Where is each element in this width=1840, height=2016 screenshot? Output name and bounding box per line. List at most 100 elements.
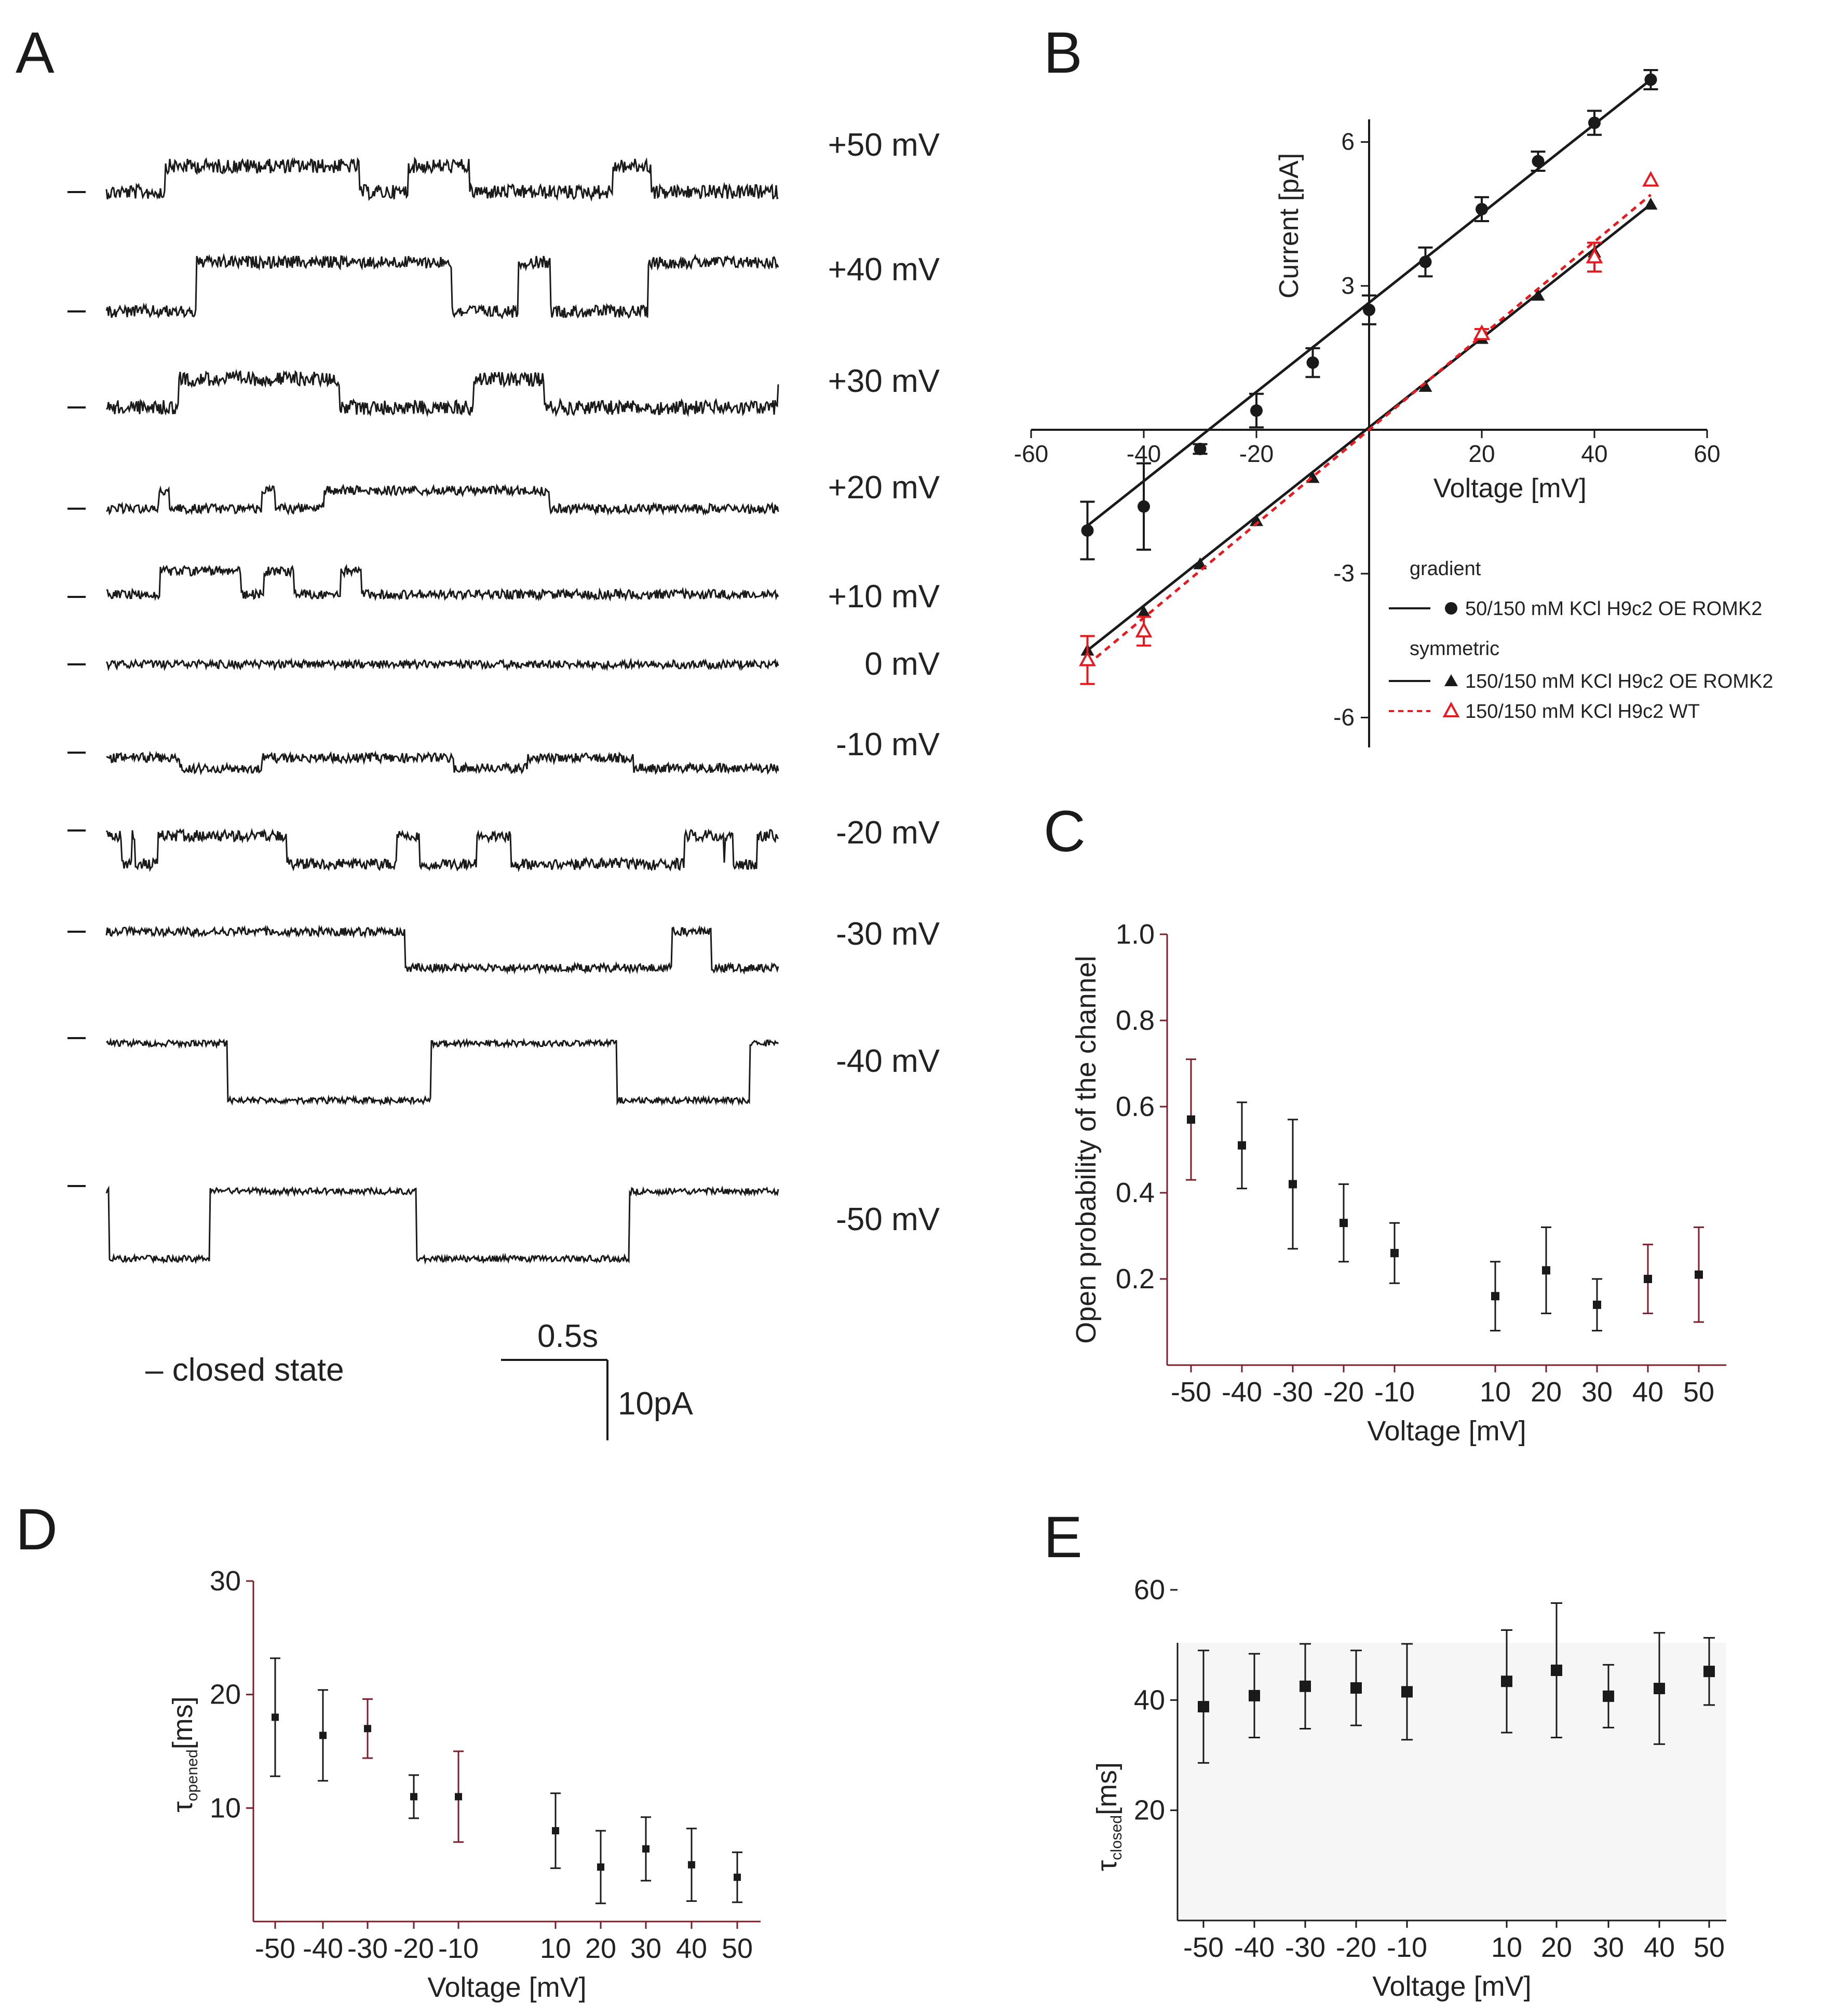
data-point bbox=[597, 1863, 604, 1871]
x-tick-label: 20 bbox=[1468, 440, 1495, 467]
trace-line bbox=[105, 657, 779, 672]
plot-background bbox=[1178, 1643, 1726, 1920]
data-point bbox=[1081, 524, 1094, 537]
data-point bbox=[1194, 442, 1207, 455]
data-point bbox=[1238, 1141, 1246, 1150]
panel-letter-d: D bbox=[16, 1497, 58, 1562]
x-tick-label: 40 bbox=[1644, 1932, 1675, 1963]
trace-group bbox=[67, 156, 779, 1265]
x-tick-label: 50 bbox=[1694, 1932, 1725, 1963]
x-tick-label: 40 bbox=[1581, 440, 1607, 467]
trace-line bbox=[105, 827, 779, 873]
panel-letter-e: E bbox=[1044, 1505, 1083, 1570]
data-point bbox=[1289, 1180, 1297, 1189]
data-point bbox=[1390, 1249, 1399, 1258]
data-point bbox=[1193, 557, 1207, 569]
y-tick-label: 0.6 bbox=[1116, 1091, 1155, 1122]
x-tick-label: 40 bbox=[676, 1933, 707, 1964]
y-tick-label: 40 bbox=[1134, 1684, 1165, 1715]
y-tick-label: 0.2 bbox=[1116, 1263, 1155, 1295]
panel-c-open-probability-chart: 0.2 0.4 0.6 0.8 1.0 -50 -40 -30 -20 -10 10 20 30 40 50… bbox=[1071, 919, 1726, 1447]
x-tick-label: -40 bbox=[1222, 1377, 1262, 1408]
data-point bbox=[410, 1793, 417, 1801]
x-tick-label: 20 bbox=[585, 1933, 616, 1964]
panel-a-traces: +50 mV +40 mV +30 mV +20 mV +10 mV 0 mV -10 mV… bbox=[67, 127, 940, 1440]
y-axis-title-symbol: τ bbox=[1091, 1860, 1122, 1871]
trace-line bbox=[105, 1185, 779, 1265]
data-point bbox=[1593, 1300, 1601, 1309]
x-tick-label: -50 bbox=[255, 1933, 295, 1964]
data-point bbox=[319, 1732, 327, 1739]
y-tick-label: 20 bbox=[1134, 1795, 1165, 1826]
y-axis-title-subscript: closed bbox=[1108, 1815, 1125, 1860]
y-axis-title: τclosed[ms] bbox=[1091, 1762, 1125, 1871]
data-point bbox=[1603, 1690, 1614, 1702]
x-tick-label: -50 bbox=[1183, 1932, 1224, 1963]
scale-current-label: 10pA bbox=[618, 1386, 693, 1422]
data-point bbox=[1249, 1690, 1260, 1701]
x-tick-label: 20 bbox=[1531, 1377, 1562, 1408]
legend-label: 150/150 mM KCl H9c2 WT bbox=[1465, 701, 1700, 723]
data-point bbox=[1644, 73, 1657, 86]
data-point bbox=[1542, 1266, 1550, 1275]
y-tick-label: -6 bbox=[1333, 703, 1355, 730]
data-point bbox=[1138, 500, 1150, 513]
data-point bbox=[1531, 289, 1545, 301]
data-point bbox=[1079, 650, 1096, 666]
data-point bbox=[1644, 197, 1658, 210]
data-point bbox=[1586, 248, 1603, 264]
trace-voltage-label: -20 mV bbox=[836, 815, 940, 851]
data-point bbox=[642, 1845, 650, 1853]
scale-time-label: 0.5s bbox=[537, 1318, 598, 1354]
data-point bbox=[552, 1827, 559, 1835]
y-axis-title-unit: [ms] bbox=[167, 1696, 198, 1749]
y-tick-label: 6 bbox=[1341, 128, 1355, 155]
data-point bbox=[1491, 1292, 1499, 1301]
y-axis-title: Current [pA] bbox=[1274, 153, 1304, 298]
y-axis-title-symbol: τ bbox=[167, 1801, 198, 1812]
x-tick-label: -40 bbox=[303, 1933, 343, 1964]
x-tick-label: -60 bbox=[1014, 440, 1048, 467]
panel-d-tau-opened-chart: 10 20 30 -50 -40 -30 -20 -10 10 20 30 40 50 Voltage [… bbox=[167, 1565, 761, 2003]
x-axis-title: Voltage [mV] bbox=[1433, 473, 1587, 503]
x-tick-label: -40 bbox=[1234, 1932, 1275, 1963]
data-point bbox=[1642, 171, 1659, 187]
trace-voltage-label: -40 mV bbox=[836, 1043, 940, 1079]
y-tick-label: 60 bbox=[1134, 1574, 1165, 1605]
data-point bbox=[1250, 404, 1263, 417]
x-axis-title: Voltage [mV] bbox=[427, 1972, 586, 2003]
trace-label-group: +50 mV +40 mV +30 mV +20 mV +10 mV 0 mV -10 mV… bbox=[828, 127, 940, 1237]
x-tick-label: -30 bbox=[1273, 1377, 1313, 1408]
y-axis-title-subscript: opened bbox=[184, 1749, 201, 1801]
y-tick-label: 1.0 bbox=[1116, 919, 1155, 950]
legend-label: 50/150 mM KCl H9c2 OE ROMK2 bbox=[1465, 598, 1762, 620]
data-point bbox=[1695, 1270, 1703, 1279]
data-point bbox=[1473, 324, 1491, 340]
x-tick-label: 10 bbox=[540, 1933, 571, 1964]
legend-group-symmetric: symmetric bbox=[1410, 638, 1499, 660]
data-point bbox=[1476, 202, 1488, 215]
legend-marker bbox=[1445, 602, 1457, 615]
y-axis-title: Open probability of the channel bbox=[1071, 956, 1102, 1344]
data-point bbox=[1340, 1219, 1348, 1228]
data-point bbox=[1306, 356, 1319, 369]
legend-group-gradient: gradient bbox=[1410, 558, 1481, 580]
data-point bbox=[1501, 1676, 1512, 1687]
x-tick-label: 50 bbox=[722, 1933, 753, 1964]
data-point bbox=[734, 1873, 741, 1881]
x-tick-label: 30 bbox=[630, 1933, 661, 1964]
trace-voltage-label: -10 mV bbox=[836, 727, 940, 762]
x-axis-title: Voltage [mV] bbox=[1372, 1971, 1531, 2002]
trace-line bbox=[106, 750, 779, 775]
trace-line bbox=[105, 253, 779, 320]
data-point bbox=[1198, 1701, 1209, 1713]
data-point bbox=[1350, 1682, 1362, 1694]
trace-line bbox=[105, 924, 779, 975]
data-point bbox=[1418, 379, 1432, 392]
x-tick-label: -20 bbox=[1239, 440, 1274, 467]
y-axis-title-unit: [ms] bbox=[1091, 1762, 1122, 1815]
trace-voltage-label: -50 mV bbox=[836, 1202, 940, 1237]
trace-voltage-label: 0 mV bbox=[864, 646, 940, 682]
data-point bbox=[1644, 1275, 1652, 1283]
